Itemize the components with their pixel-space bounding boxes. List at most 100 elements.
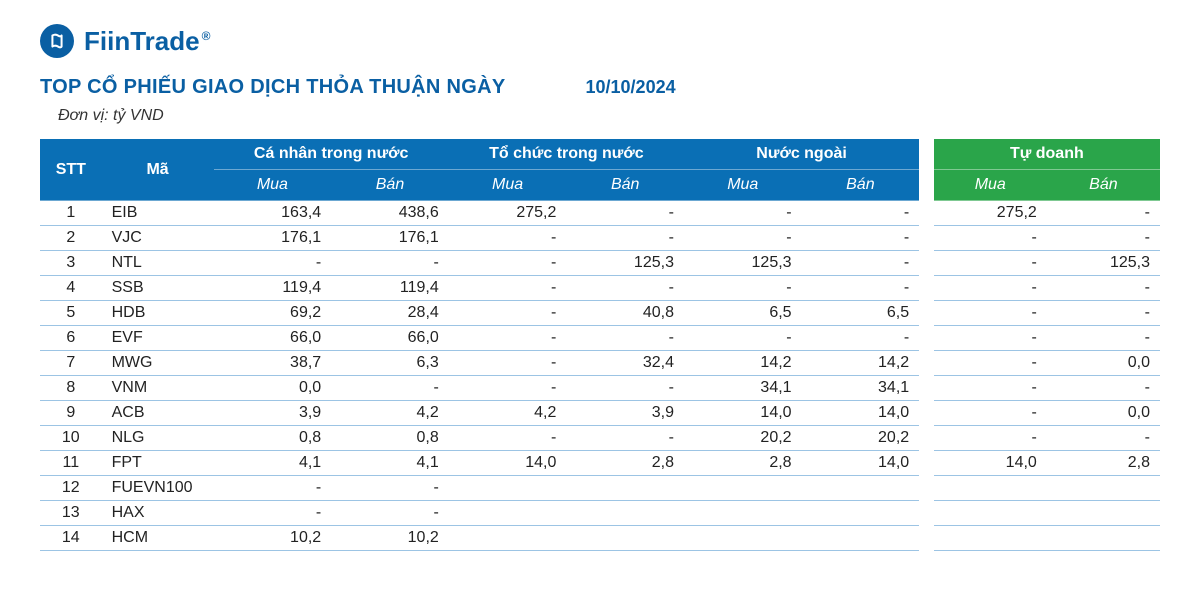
sub-ban-3: Bán — [802, 170, 920, 201]
table-row: 2VJC176,1176,1------ — [40, 226, 1160, 251]
cell-value: 6,5 — [802, 301, 920, 326]
colgroup-canhan: Cá nhân trong nước — [214, 139, 449, 170]
cell-code: VNM — [102, 376, 214, 401]
col-stt: STT — [40, 139, 102, 201]
table-row: 3NTL---125,3125,3--125,3 — [40, 251, 1160, 276]
cell-code: HAX — [102, 501, 214, 526]
cell-value: 0,0 — [214, 376, 332, 401]
cell-code: NLG — [102, 426, 214, 451]
cell-value: - — [934, 226, 1047, 251]
cell-value: - — [802, 276, 920, 301]
sub-ban-1: Bán — [331, 170, 449, 201]
cell-stt: 14 — [40, 526, 102, 551]
cell-value: - — [934, 351, 1047, 376]
cell-gap — [919, 326, 934, 351]
cell-gap — [919, 501, 934, 526]
col-ma: Mã — [102, 139, 214, 201]
table-row: 13HAX-- — [40, 501, 1160, 526]
table-row: 1EIB163,4438,6275,2---275,2- — [40, 201, 1160, 226]
cell-gap — [919, 201, 934, 226]
cell-value: - — [566, 426, 684, 451]
cell-value: - — [1047, 301, 1160, 326]
cell-value: 4,2 — [331, 401, 449, 426]
cell-value: - — [802, 326, 920, 351]
cell-value: 34,1 — [802, 376, 920, 401]
cell-stt: 11 — [40, 451, 102, 476]
brand-name-text: FiinTrade — [84, 26, 200, 56]
cell-gap — [919, 351, 934, 376]
cell-value: 125,3 — [1047, 251, 1160, 276]
table-row: 10NLG0,80,8--20,220,2-- — [40, 426, 1160, 451]
cell-code: MWG — [102, 351, 214, 376]
cell-value: 176,1 — [214, 226, 332, 251]
cell-value: - — [934, 276, 1047, 301]
cell-value — [1047, 501, 1160, 526]
cell-value: 10,2 — [214, 526, 332, 551]
cell-gap — [919, 526, 934, 551]
cell-value: - — [802, 251, 920, 276]
cell-value: 6,5 — [684, 301, 802, 326]
cell-value — [684, 526, 802, 551]
cell-value — [802, 476, 920, 501]
cell-value — [802, 526, 920, 551]
sub-mua-3: Mua — [684, 170, 802, 201]
cell-value: 14,0 — [684, 401, 802, 426]
cell-value: - — [566, 326, 684, 351]
cell-value: - — [449, 351, 567, 376]
cell-code: HCM — [102, 526, 214, 551]
cell-value: 119,4 — [214, 276, 332, 301]
cell-value: 0,0 — [1047, 351, 1160, 376]
cell-value: 66,0 — [214, 326, 332, 351]
cell-value: 66,0 — [331, 326, 449, 351]
cell-value — [1047, 526, 1160, 551]
cell-value: - — [566, 376, 684, 401]
cell-value: - — [802, 226, 920, 251]
cell-value: - — [802, 201, 920, 226]
data-table-wrap: STT Mã Cá nhân trong nước Tổ chức trong … — [40, 139, 1160, 551]
sub-mua-4: Mua — [934, 170, 1047, 201]
cell-value: 163,4 — [214, 201, 332, 226]
colgroup-tudoanh: Tự doanh — [934, 139, 1160, 170]
cell-value: - — [331, 501, 449, 526]
cell-stt: 13 — [40, 501, 102, 526]
cell-value: 275,2 — [934, 201, 1047, 226]
cell-gap — [919, 401, 934, 426]
cell-value: - — [449, 301, 567, 326]
cell-value: 10,2 — [331, 526, 449, 551]
cell-stt: 4 — [40, 276, 102, 301]
cell-stt: 5 — [40, 301, 102, 326]
cell-value: 38,7 — [214, 351, 332, 376]
table-body: 1EIB163,4438,6275,2---275,2-2VJC176,1176… — [40, 201, 1160, 551]
cell-value: 28,4 — [331, 301, 449, 326]
cell-value: 2,8 — [566, 451, 684, 476]
cell-code: ACB — [102, 401, 214, 426]
data-table: STT Mã Cá nhân trong nước Tổ chức trong … — [40, 139, 1160, 551]
cell-value: - — [934, 251, 1047, 276]
cell-value: 14,0 — [802, 401, 920, 426]
cell-stt: 9 — [40, 401, 102, 426]
cell-value: 14,2 — [802, 351, 920, 376]
cell-value: 69,2 — [214, 301, 332, 326]
cell-value: 275,2 — [449, 201, 567, 226]
unit-label: Đơn vị: tỷ VND — [58, 107, 1160, 125]
cell-value: 4,1 — [331, 451, 449, 476]
cell-value: 2,8 — [684, 451, 802, 476]
cell-value: - — [214, 501, 332, 526]
sub-mua-2: Mua — [449, 170, 567, 201]
brand-logo-icon — [40, 24, 74, 58]
cell-value: - — [934, 401, 1047, 426]
cell-gap — [919, 451, 934, 476]
cell-value: 3,9 — [214, 401, 332, 426]
cell-value: - — [1047, 376, 1160, 401]
cell-stt: 7 — [40, 351, 102, 376]
cell-code: FUEVN100 — [102, 476, 214, 501]
cell-value: 14,0 — [449, 451, 567, 476]
cell-stt: 3 — [40, 251, 102, 276]
cell-code: SSB — [102, 276, 214, 301]
cell-gap — [919, 376, 934, 401]
cell-value: - — [934, 301, 1047, 326]
cell-code: VJC — [102, 226, 214, 251]
cell-value — [449, 476, 567, 501]
cell-value — [566, 501, 684, 526]
cell-value: 3,9 — [566, 401, 684, 426]
